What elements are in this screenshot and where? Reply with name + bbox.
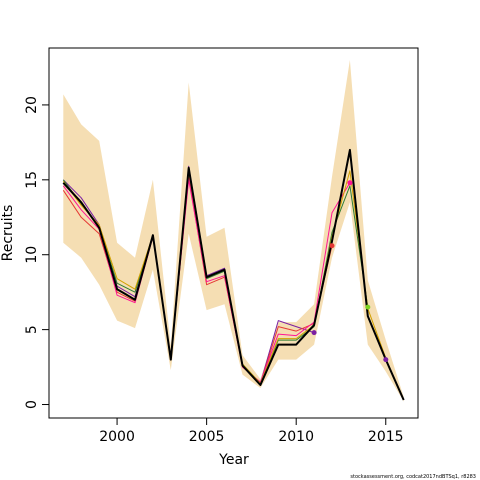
series-layer — [62, 148, 405, 401]
points-layer — [311, 180, 389, 363]
y-tick-label: 15 — [24, 171, 40, 189]
confidence-band — [63, 60, 404, 402]
x-tick-label: 2005 — [189, 429, 225, 445]
y-tick-label: 0 — [24, 400, 40, 409]
endpoint-marker-5 — [383, 357, 389, 363]
y-axis-title: Recruits — [0, 205, 16, 262]
endpoint-marker-4 — [365, 304, 371, 310]
x-tick-label: 2010 — [278, 429, 314, 445]
x-axis-title: Year — [218, 452, 249, 468]
y-tick-label: 20 — [24, 96, 40, 114]
confidence-band-layer — [63, 60, 404, 402]
footer-note: stockassessment.org, codcat2017ndBTSq1, … — [350, 474, 476, 480]
x-axis: 2000 2005 2010 2015 — [99, 417, 404, 445]
x-tick-label: 2015 — [368, 429, 404, 445]
endpoint-marker-3 — [347, 180, 353, 186]
x-tick-label: 2000 — [99, 429, 135, 445]
series-line-1 — [62, 148, 405, 401]
y-tick-label: 10 — [24, 246, 40, 264]
series-line-4 — [62, 179, 351, 383]
y-axis: 0 5 10 15 20 — [24, 96, 50, 409]
endpoint-marker-1 — [311, 330, 317, 336]
y-tick-label: 5 — [24, 325, 40, 334]
endpoint-marker-2 — [329, 243, 335, 249]
